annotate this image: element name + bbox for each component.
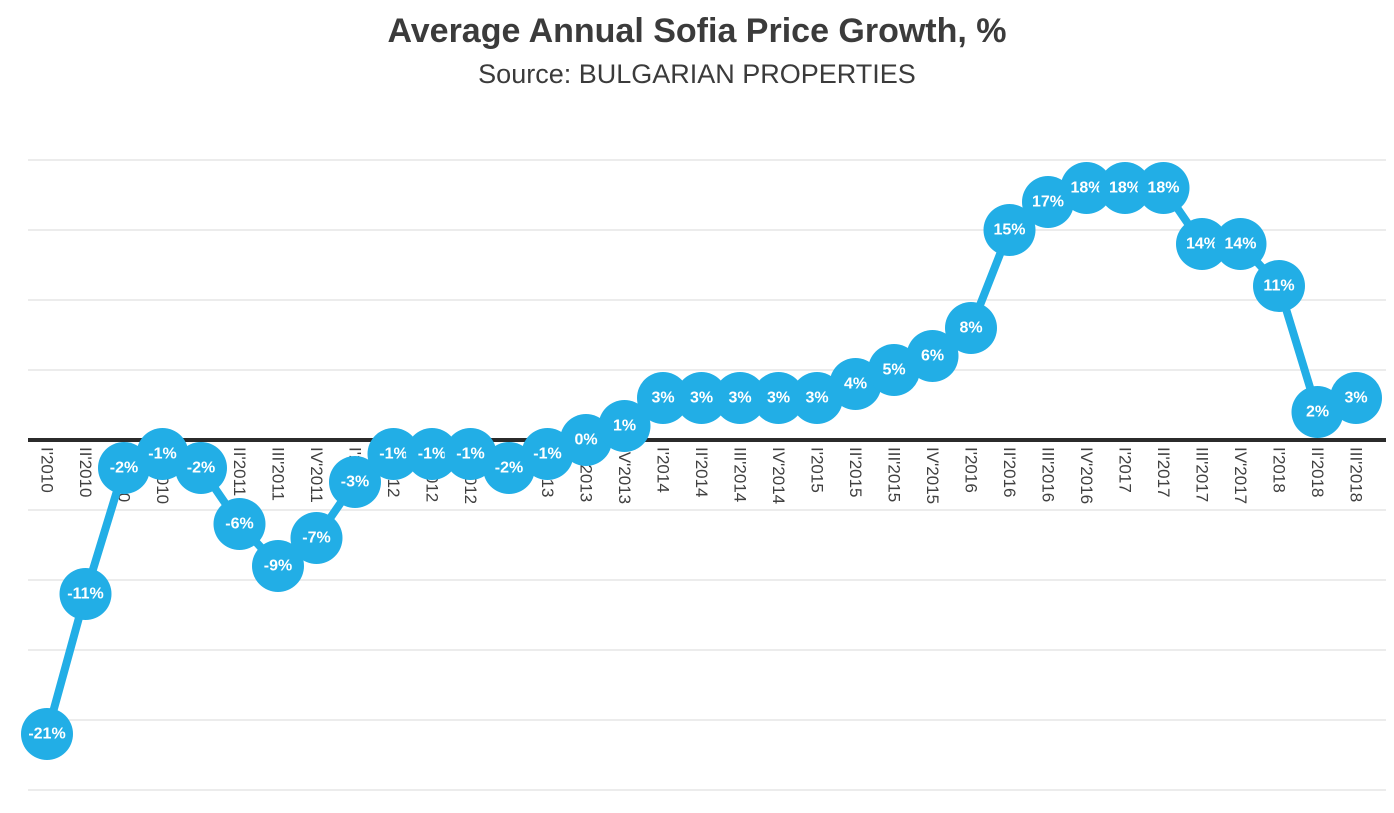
data-point-marker bbox=[1176, 218, 1228, 270]
x-axis-label: I'2017 bbox=[1116, 447, 1135, 493]
x-axis-label: II'2017 bbox=[1154, 447, 1173, 498]
x-axis-label: II'2014 bbox=[692, 447, 711, 498]
data-point-marker bbox=[213, 498, 266, 550]
x-axis-label: I'2014 bbox=[654, 447, 673, 493]
data-point-label: 4% bbox=[844, 376, 867, 393]
x-axis-label: IV'2013 bbox=[615, 447, 634, 504]
x-axis-label: IV'2011 bbox=[307, 447, 326, 503]
data-point-label: -21% bbox=[28, 726, 65, 743]
x-axis-label: IV'2015 bbox=[923, 447, 942, 504]
x-axis-label: II'2010 bbox=[76, 447, 95, 498]
data-point-marker bbox=[906, 330, 959, 382]
data-point-marker bbox=[1214, 218, 1267, 270]
data-point-label: 3% bbox=[651, 390, 674, 407]
data-point-label: 14% bbox=[1224, 236, 1256, 253]
data-point-marker bbox=[367, 428, 420, 480]
data-point-label: 18% bbox=[1109, 180, 1141, 197]
data-point-label: -2% bbox=[187, 460, 215, 477]
x-axis-label: II'2018 bbox=[1308, 447, 1327, 498]
data-point-label: -2% bbox=[495, 460, 523, 477]
data-point-label: -9% bbox=[264, 558, 292, 575]
data-point-marker bbox=[675, 372, 728, 424]
x-axis-label: IV'2017 bbox=[1231, 447, 1250, 504]
data-point-marker bbox=[983, 204, 1036, 256]
data-point-label: 11% bbox=[1263, 278, 1294, 295]
data-point-marker bbox=[406, 428, 458, 480]
data-point-label: -1% bbox=[456, 446, 484, 463]
data-point-label: 5% bbox=[882, 362, 905, 379]
x-axis-label: III'2018 bbox=[1347, 447, 1366, 502]
data-point-label: 3% bbox=[690, 390, 713, 407]
x-axis-label: I'2010 bbox=[38, 447, 57, 493]
data-point-label: -1% bbox=[379, 446, 407, 463]
x-axis-label: IV'2014 bbox=[769, 447, 788, 504]
x-axis-label: II'2011 bbox=[230, 447, 249, 496]
data-point-marker bbox=[290, 512, 343, 564]
data-point-marker bbox=[21, 708, 73, 760]
x-axis-label: III'2014 bbox=[731, 447, 750, 502]
data-point-label: -1% bbox=[148, 446, 176, 463]
data-point-label: -2% bbox=[110, 460, 138, 477]
data-point-label: -1% bbox=[533, 446, 561, 463]
data-point-label: -11% bbox=[67, 586, 103, 603]
x-axis-label: II'2016 bbox=[1000, 447, 1019, 498]
data-point-label: -7% bbox=[302, 530, 330, 547]
data-point-label: 8% bbox=[959, 320, 982, 337]
data-point-marker bbox=[598, 400, 651, 452]
data-point-label: 1% bbox=[613, 418, 636, 435]
x-axis-label: I'2015 bbox=[808, 447, 827, 493]
data-point-label: 18% bbox=[1147, 180, 1179, 197]
data-point-marker bbox=[1099, 162, 1151, 214]
chart-title: Average Annual Sofia Price Growth, % bbox=[387, 12, 1007, 50]
data-point-label: 2% bbox=[1306, 404, 1329, 421]
data-point-label: 3% bbox=[728, 390, 751, 407]
data-point-label: 6% bbox=[921, 348, 944, 365]
data-point-marker bbox=[1330, 372, 1382, 424]
data-point-marker bbox=[637, 372, 689, 424]
x-axis-label: III'2017 bbox=[1193, 447, 1212, 502]
data-point-label: 17% bbox=[1032, 194, 1064, 211]
data-point-marker bbox=[252, 540, 304, 592]
data-point-label: 0% bbox=[574, 432, 597, 449]
data-point-marker bbox=[714, 372, 766, 424]
data-point-label: -6% bbox=[225, 516, 253, 533]
data-point-label: -3% bbox=[341, 474, 369, 491]
data-point-label: 3% bbox=[767, 390, 790, 407]
data-point-marker bbox=[1060, 162, 1113, 214]
data-point-label: 15% bbox=[993, 222, 1025, 239]
data-point-marker bbox=[175, 442, 227, 494]
data-point-marker bbox=[752, 372, 805, 424]
data-point-label: 14% bbox=[1186, 236, 1218, 253]
data-point-label: 3% bbox=[1344, 390, 1367, 407]
x-axis-label: I'2016 bbox=[962, 447, 981, 493]
x-axis-label: III'2011 bbox=[269, 447, 288, 501]
data-point-label: -1% bbox=[418, 446, 446, 463]
x-axis-label: II'2015 bbox=[846, 447, 865, 498]
x-axis-label: III'2016 bbox=[1039, 447, 1058, 502]
x-axis-label: I'2018 bbox=[1270, 447, 1289, 493]
data-point-marker bbox=[59, 568, 112, 620]
data-point-label: 3% bbox=[805, 390, 828, 407]
data-point-marker bbox=[329, 456, 381, 508]
data-point-marker bbox=[1137, 162, 1190, 214]
x-axis-label: III'2015 bbox=[885, 447, 904, 502]
data-point-label: 18% bbox=[1070, 180, 1102, 197]
data-point-marker bbox=[1253, 260, 1305, 312]
x-axis-label: IV'2016 bbox=[1077, 447, 1096, 504]
data-point-marker bbox=[945, 302, 997, 354]
chart-subtitle: Source: BULGARIAN PROPERTIES bbox=[478, 59, 916, 89]
chart-header: Average Annual Sofia Price Growth, % Sou… bbox=[0, 12, 1394, 90]
